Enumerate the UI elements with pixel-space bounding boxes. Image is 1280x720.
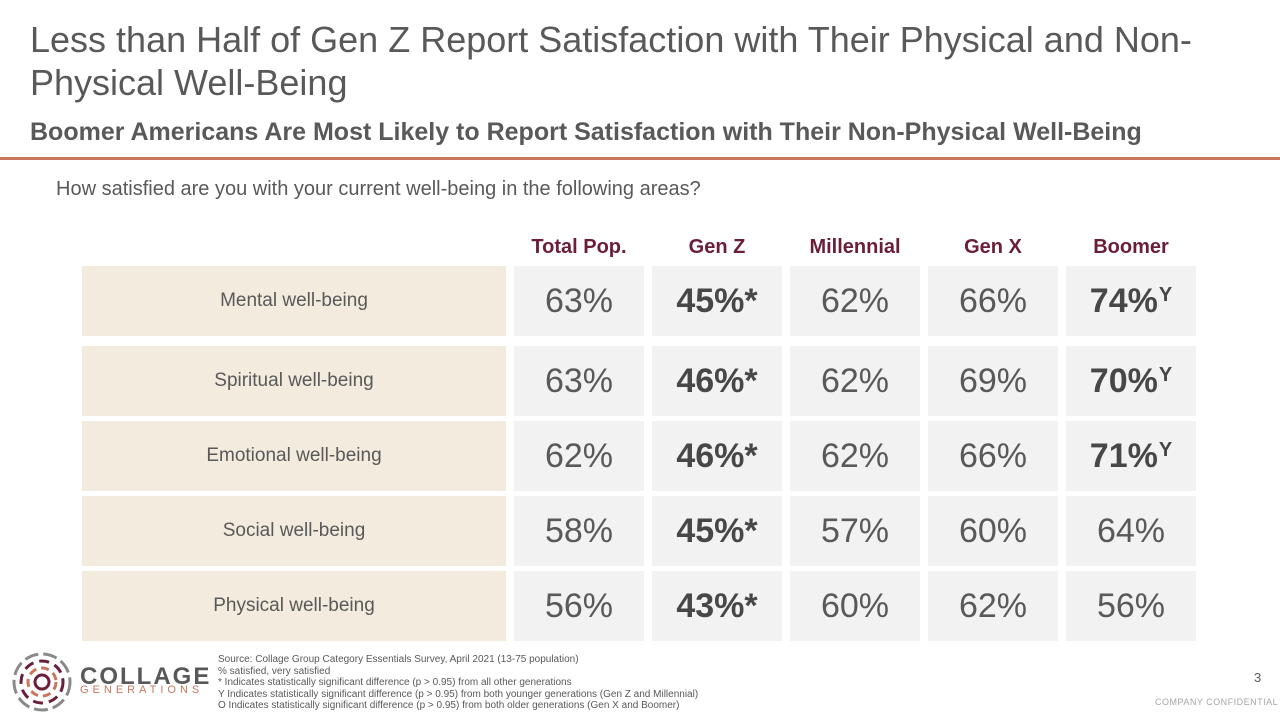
page-subtitle: Boomer Americans Are Most Likely to Repo… bbox=[30, 118, 1142, 146]
row-label: Mental well-being bbox=[82, 266, 506, 336]
logo-tagline: GENERATIONS bbox=[80, 684, 204, 696]
value-boomer-number: 70% bbox=[1089, 361, 1158, 400]
column-header-boomer: Boomer bbox=[1093, 236, 1169, 258]
value-boomer: 56% bbox=[1066, 571, 1196, 641]
value-gen-x: 60% bbox=[928, 496, 1058, 566]
value-total: 58% bbox=[514, 496, 644, 566]
value-boomer: 74% Y bbox=[1066, 266, 1196, 336]
value-millennial: 62% bbox=[790, 421, 920, 491]
value-gen-z: 43%* bbox=[652, 571, 782, 641]
value-gen-z: 46%* bbox=[652, 346, 782, 416]
row-label: Spiritual well-being bbox=[82, 346, 506, 416]
column-header-gen-z: Gen Z bbox=[688, 236, 746, 258]
footnote-asterisk: * Indicates statistically significant di… bbox=[218, 677, 572, 688]
significance-marker: Y bbox=[1158, 438, 1173, 461]
logo-wordmark: COLLAGE bbox=[80, 663, 212, 690]
column-header-millennial: Millennial bbox=[809, 236, 901, 258]
value-gen-x: 69% bbox=[928, 346, 1058, 416]
value-millennial: 62% bbox=[790, 266, 920, 336]
title-divider bbox=[0, 157, 1280, 160]
column-header-total: Total Pop. bbox=[531, 236, 627, 258]
value-total: 63% bbox=[514, 346, 644, 416]
value-total: 56% bbox=[514, 571, 644, 641]
collage-logo-icon bbox=[12, 652, 72, 712]
footnotes: Source: Collage Group Category Essential… bbox=[218, 654, 698, 712]
value-millennial: 62% bbox=[790, 346, 920, 416]
footnote-source: Source: Collage Group Category Essential… bbox=[218, 654, 579, 665]
survey-question: How satisfied are you with your current … bbox=[56, 178, 701, 200]
value-gen-x: 66% bbox=[928, 421, 1058, 491]
value-gen-z: 45%* bbox=[652, 496, 782, 566]
page-number: 3 bbox=[1254, 670, 1262, 685]
page-title: Less than Half of Gen Z Report Satisfact… bbox=[30, 19, 1192, 103]
value-gen-x: 62% bbox=[928, 571, 1058, 641]
row-label: Social well-being bbox=[82, 496, 506, 566]
confidential-label: COMPANY CONFIDENTIAL bbox=[1155, 697, 1279, 707]
value-boomer-number: 74% bbox=[1089, 281, 1158, 320]
significance-marker: Y bbox=[1158, 363, 1173, 386]
value-gen-z: 45%* bbox=[652, 266, 782, 336]
row-label: Physical well-being bbox=[82, 571, 506, 641]
footnote-o: O Indicates statistically significant di… bbox=[218, 700, 680, 711]
value-gen-x: 66% bbox=[928, 266, 1058, 336]
footnote-measure: % satisfied, very satisfied bbox=[218, 665, 331, 677]
value-boomer: 64% bbox=[1066, 496, 1196, 566]
value-millennial: 60% bbox=[790, 571, 920, 641]
value-millennial: 57% bbox=[790, 496, 920, 566]
value-boomer: 70% Y bbox=[1066, 346, 1196, 416]
value-gen-z: 46%* bbox=[652, 421, 782, 491]
row-label: Emotional well-being bbox=[82, 421, 506, 491]
value-boomer-number: 71% bbox=[1089, 436, 1158, 475]
value-boomer: 71% Y bbox=[1066, 421, 1196, 491]
value-total: 63% bbox=[514, 266, 644, 336]
significance-marker: Y bbox=[1158, 283, 1173, 306]
column-header-gen-x: Gen X bbox=[964, 236, 1022, 258]
footnote-y: Y Indicates statistically significant di… bbox=[218, 688, 699, 700]
value-total: 62% bbox=[514, 421, 644, 491]
